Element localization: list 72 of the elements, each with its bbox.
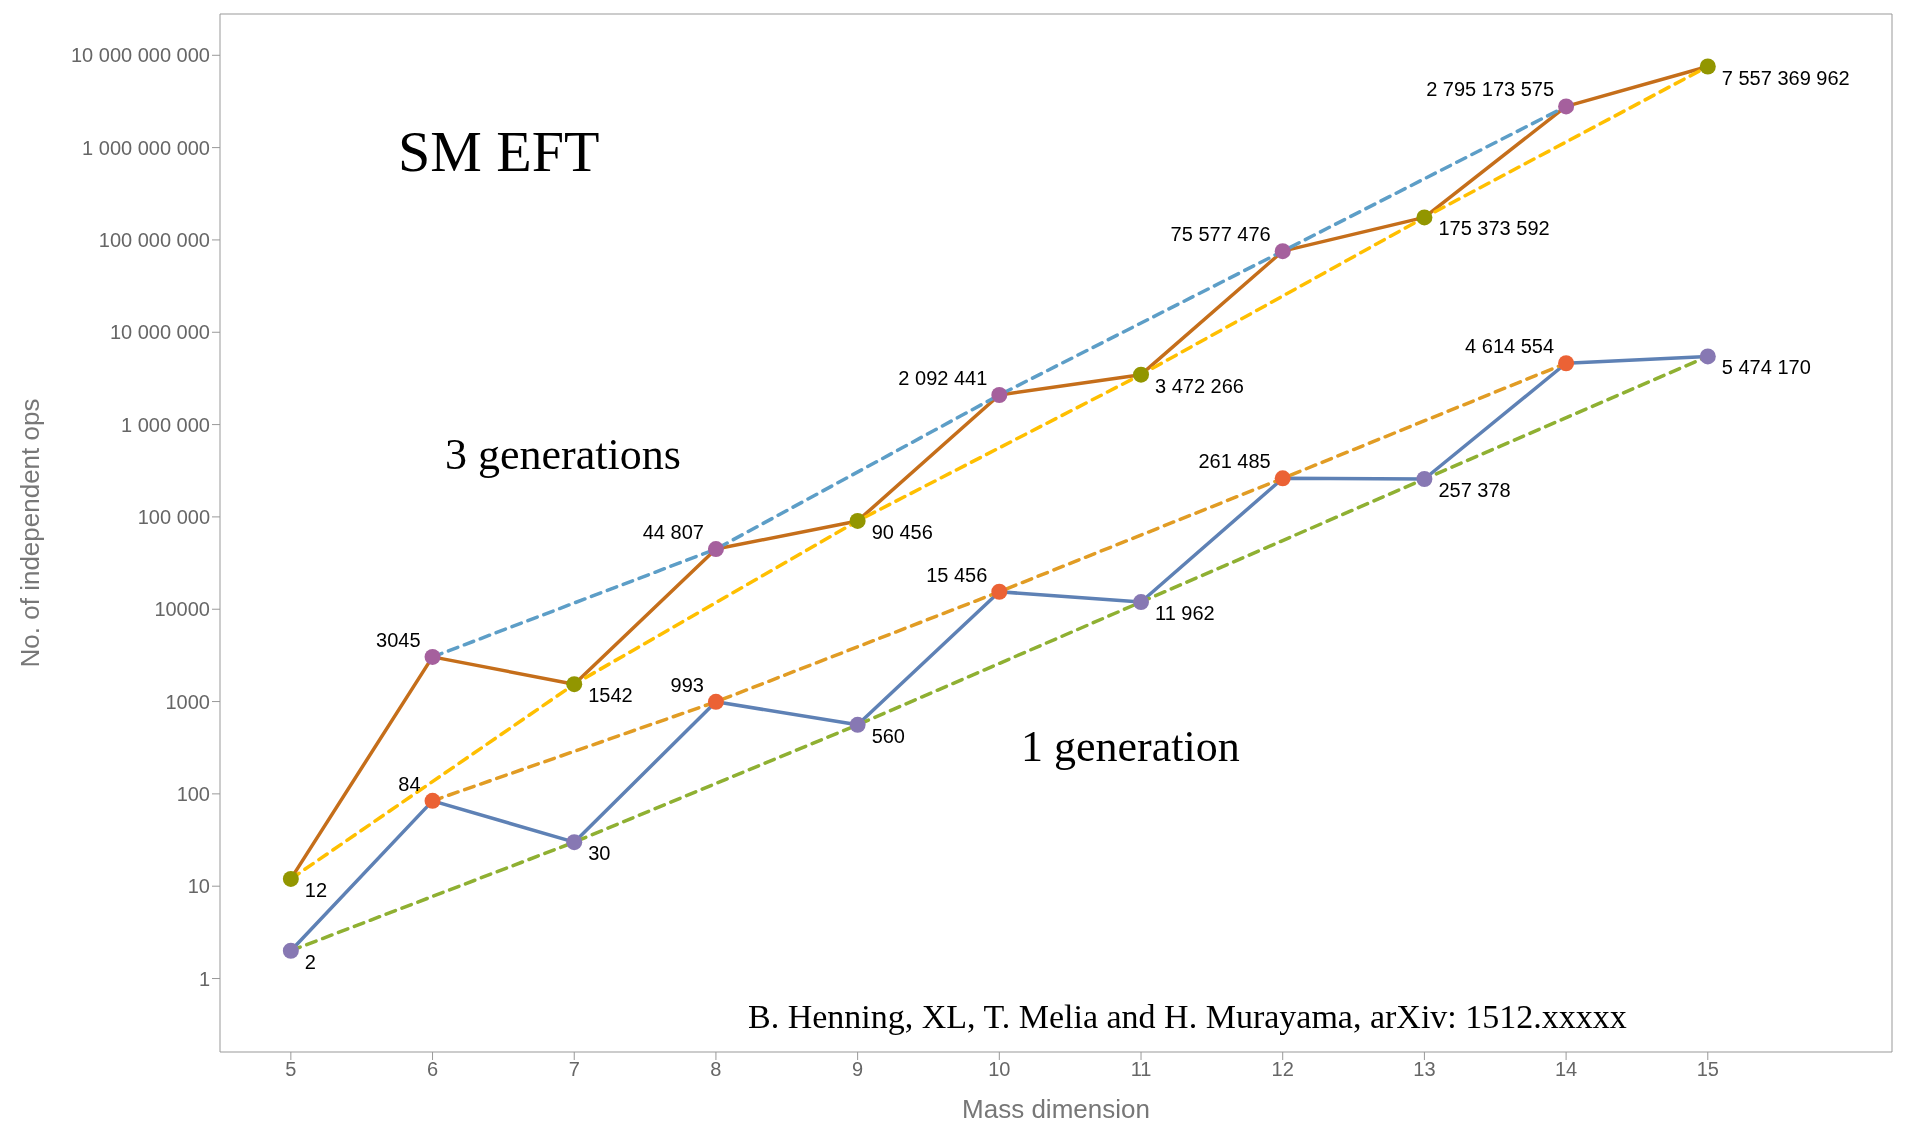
- y-tick-label: 100 000 000: [98, 229, 210, 252]
- data-label: 75 577 476: [1170, 223, 1271, 246]
- point: [282, 942, 299, 959]
- x-axis-title: Mass dimension: [962, 1094, 1150, 1124]
- point: [1558, 355, 1575, 372]
- point: [566, 834, 583, 851]
- x-tick-label: 10: [988, 1058, 1011, 1081]
- y-tick-label: 100 000: [137, 506, 210, 528]
- point: [991, 386, 1008, 403]
- y-tick-label: 10: [187, 875, 210, 898]
- data-label: 84: [398, 772, 421, 795]
- data-label: 175 373 592: [1438, 217, 1550, 240]
- point: [566, 676, 583, 693]
- annotation: 1 generation: [1021, 720, 1240, 772]
- point: [1699, 348, 1716, 365]
- data-label: 11 962: [1155, 602, 1215, 625]
- data-label: 44 807: [642, 521, 704, 544]
- data-label: 261 485: [1198, 450, 1271, 473]
- data-label: 15 456: [926, 563, 988, 586]
- data-label: 2: [304, 950, 316, 973]
- y-tick-label: 10 000 000: [109, 321, 210, 344]
- x-tick-label: 15: [1696, 1058, 1719, 1081]
- data-label: 5 474 170: [1721, 356, 1811, 379]
- data-label: 7 557 369 962: [1721, 66, 1850, 89]
- data-label: 993: [670, 673, 704, 696]
- x-tick-label: 5: [285, 1058, 297, 1081]
- annotation: SM EFT: [398, 117, 600, 185]
- x-tick-label: 12: [1271, 1058, 1294, 1081]
- point: [707, 693, 724, 710]
- y-tick-label: 1000: [165, 690, 210, 713]
- point: [1416, 471, 1433, 487]
- y-axis-title: No. of independent ops: [15, 398, 46, 668]
- point: [707, 541, 724, 558]
- point: [424, 648, 441, 665]
- point: [1133, 594, 1150, 611]
- point: [1558, 98, 1575, 115]
- x-tick-label: 13: [1413, 1058, 1436, 1081]
- data-label: 2 092 441: [898, 366, 988, 389]
- point: [849, 512, 866, 529]
- point: [1274, 470, 1291, 487]
- point: [1274, 243, 1291, 260]
- data-label: 257 378: [1438, 479, 1511, 501]
- data-label: 30: [588, 842, 611, 865]
- y-tick-label: 1 000 000 000: [82, 136, 210, 159]
- y-tick-label: 1 000 000: [121, 413, 210, 436]
- annotation: B. Henning, XL, T. Melia and H. Murayama, arXiv: 1512.xxxxx: [748, 998, 1627, 1036]
- data-label: 4 614 554: [1465, 335, 1555, 358]
- data-label: 560: [871, 724, 905, 747]
- point: [282, 870, 299, 887]
- x-tick-label: 7: [568, 1058, 580, 1081]
- data-label: 3 472 266: [1155, 374, 1244, 397]
- x-tick-label: 8: [710, 1058, 722, 1081]
- point: [1133, 366, 1150, 383]
- point: [424, 792, 441, 809]
- data-label: 90 456: [871, 520, 933, 543]
- y-tick-label: 100: [176, 782, 210, 805]
- x-tick-label: 9: [852, 1058, 864, 1081]
- data-label: 12: [304, 878, 328, 901]
- y-tick-label: 10000: [154, 598, 210, 621]
- point: [1699, 58, 1716, 75]
- point: [1416, 209, 1433, 226]
- x-tick-label: 14: [1554, 1058, 1578, 1081]
- y-tick-label: 1: [198, 967, 210, 990]
- annotation: 3 generations: [445, 428, 681, 480]
- data-label: 3045: [376, 628, 421, 651]
- x-tick-label: 11: [1130, 1058, 1152, 1081]
- data-label: 1542: [588, 684, 633, 707]
- point: [991, 583, 1008, 600]
- data-label: 2 795 173 575: [1426, 78, 1555, 101]
- point: [849, 716, 866, 733]
- y-tick-label: 10 000 000 000: [70, 44, 210, 67]
- x-tick-label: 6: [426, 1058, 439, 1081]
